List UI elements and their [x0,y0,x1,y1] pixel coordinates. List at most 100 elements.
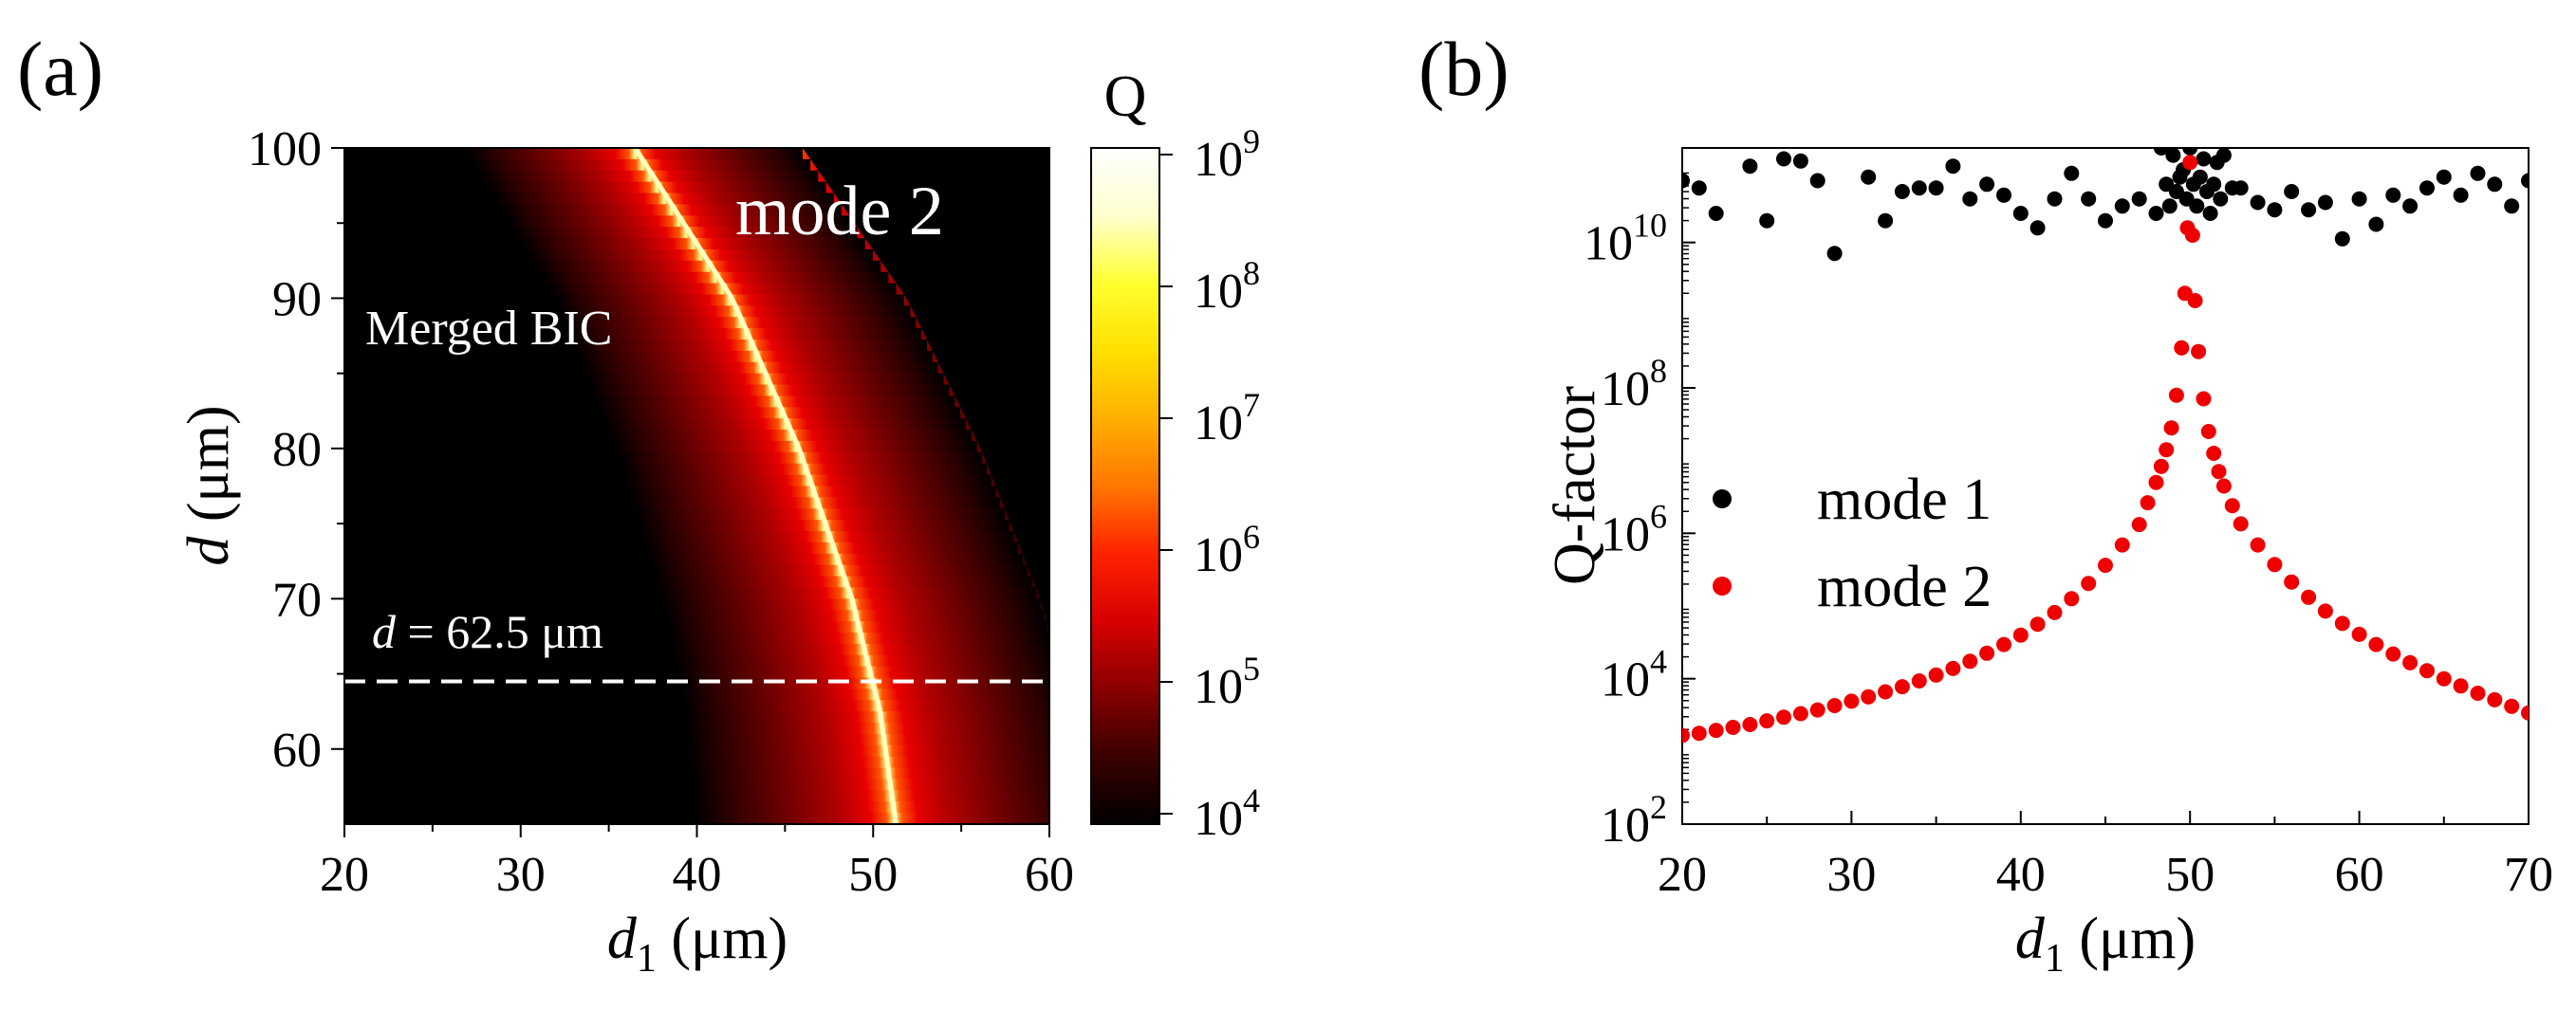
bic-curve [633,148,899,824]
heatmap-band-slice [683,700,1049,713]
mode-1-point [1945,158,1961,174]
mode-1-point [2368,216,2384,232]
mode-1-point [2504,198,2520,214]
mode-1-point [2114,198,2130,214]
heatmap-band-slice [672,643,1049,657]
heatmap-band-slice [494,193,834,206]
mode-2-point [2385,646,2401,662]
mode-2-point [2436,670,2452,687]
scatter-xtick-label: 40 [1996,848,2046,902]
heatmap-band-slice [521,238,865,251]
scatter-plot: 20 30 40 50 60 70 102 104 106 108 1010 mode 1 mode… [1543,147,2553,981]
mode-2-point [1962,653,1978,670]
mode-1-point [1894,184,1910,199]
scatter-xtick-label: 20 [1658,848,1707,902]
heatmap-band-slice [610,430,972,443]
mode-1-point [2213,191,2229,207]
heatmap-band-slice [583,361,938,376]
heatmap-ytick-label: 100 [248,122,322,176]
colorbar-tick-label: 107 [1194,386,1260,450]
mode-2-point [1742,717,1758,732]
mode-2-point [2470,686,2486,701]
colorbar-tick-label: 108 [1194,254,1260,319]
heatmap-band-slice [514,227,858,240]
mode-2-point [2163,420,2179,436]
mode-2-point [2196,391,2212,407]
mode-2-point [2148,474,2164,490]
mode-2-point [2487,691,2503,707]
mode-1-point [1928,180,1944,196]
heatmap-band-slice [681,689,1049,702]
mode-1-point [2351,191,2367,207]
mode-2-point [1894,679,1910,695]
colorbar-tick-label: 105 [1194,650,1260,714]
mode-2-point [2168,387,2184,403]
mode-annotation: mode 2 [735,173,944,250]
mode-1-point [2334,230,2350,247]
heatmap-xtick-label: 30 [496,848,546,902]
heatmap-band-slice [501,204,843,217]
mode-2-point [2211,464,2227,480]
mode-1-point [2453,187,2469,203]
mode-2-point [2215,478,2232,494]
mode-1-point [2189,198,2205,214]
mode-2-point [1682,727,1690,744]
mode-2-point [2064,591,2080,607]
heatmap-band-slice [694,790,1049,803]
mode-1-point [2161,198,2178,214]
mode-1-point [1792,153,1808,169]
heatmap-ylabel: d (μm) [176,405,241,565]
scatter-xtick-label: 50 [2165,848,2215,902]
mode-1-point [1809,173,1825,189]
mode-1-point [2487,176,2503,193]
heatmap-band-slice [548,283,897,296]
mode-2-point [2521,705,2529,721]
mode-1-point [1742,158,1758,174]
scatter-ytick-label: 108 [1601,352,1667,416]
colorbar-tick-label: 109 [1194,122,1260,187]
mode-2-point [2233,516,2249,532]
mode-1-point [1759,212,1775,229]
mode-2-point [1928,667,1944,683]
heatmap-band-slice [565,317,917,330]
heatmap-band-slice [693,779,1049,792]
mode-2-point [2153,458,2169,474]
mode-2-point [2200,424,2216,439]
heatmap-xtick-label: 20 [320,848,369,902]
heatmap-ytick-label: 90 [272,272,322,326]
panel-b-label: (b) [1418,26,1510,112]
mode-2-point [2334,615,2350,632]
mode-1-point [2131,191,2147,207]
mode-2-point [1809,702,1825,718]
mode-2-point [2504,698,2520,714]
scatter-xtick-label: 30 [1826,848,1876,902]
mode-2-point [1708,723,1724,739]
heatmap-band-slice [676,666,1049,680]
mode-1-point [2182,148,2198,156]
heatmap-band-slice [689,744,1049,759]
mode-1-point [1691,180,1707,196]
mode-2-point [2368,636,2384,652]
mode-2-point [1861,689,1877,705]
mode-2-point [1844,693,1860,709]
d-value-annotation: d = 62.5 μm [372,605,603,658]
mode-2-point [1979,645,1995,661]
scatter-points [1682,148,2529,744]
mode-1-point [1878,212,1894,229]
colorbar: Q 109 108 107 106 105 104 [1090,64,1260,846]
heatmap-band-slice [690,756,1049,770]
heatmap-band-slice [481,170,819,184]
mode-1-point [2202,206,2218,221]
mode-1-point [1911,180,1927,196]
heatmap-band-slice [688,733,1049,747]
heatmap-band-slice [535,260,881,274]
mode-2-point [2351,626,2367,642]
scatter-ticks: 20 30 40 50 60 70 102 104 106 108 1010 [1584,172,2553,902]
mode-2-point [1792,706,1808,722]
mode-1-point [2153,148,2169,156]
mode-2-point [2081,576,2097,592]
scatter-ytick-label: 106 [1601,497,1667,561]
mode-1-point [1861,169,1877,185]
mode-1-point [1826,246,1843,262]
heatmap-band-slice [474,158,811,173]
